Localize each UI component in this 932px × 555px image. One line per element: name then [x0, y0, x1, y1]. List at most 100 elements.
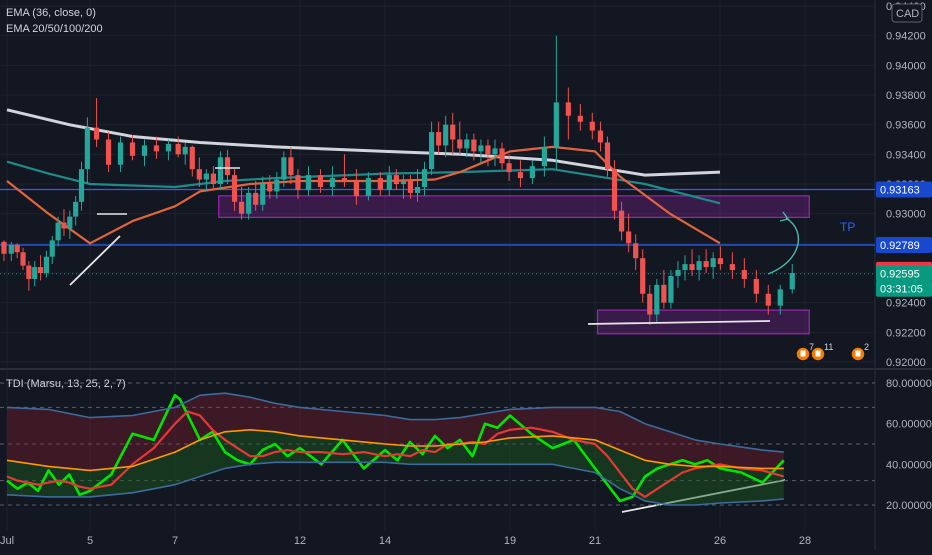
candle[interactable] [32, 261, 38, 287]
trendline-support[interactable] [69, 235, 121, 286]
event-badge[interactable]: 11 [810, 342, 833, 362]
candle-body[interactable] [789, 273, 795, 290]
candle-body[interactable] [633, 243, 639, 259]
event-badge[interactable]: 7 [795, 342, 814, 362]
candle-body[interactable] [353, 181, 360, 196]
candle-body[interactable] [421, 169, 428, 187]
candle[interactable] [253, 181, 259, 211]
candle[interactable] [589, 112, 595, 140]
price-axis[interactable]: 0.944000.942000.940000.938000.936000.934… [886, 1, 932, 512]
candle-body[interactable] [26, 265, 32, 279]
candle-body[interactable] [668, 275, 674, 303]
candle[interactable] [224, 149, 231, 184]
candle-body[interactable] [414, 186, 421, 193]
candle[interactable] [682, 255, 688, 281]
candle[interactable] [78, 161, 85, 211]
candle[interactable] [506, 154, 512, 182]
candle-body[interactable] [741, 270, 747, 279]
candle[interactable] [26, 261, 32, 291]
candle[interactable] [789, 264, 795, 294]
projection-arrow[interactable] [767, 217, 800, 275]
legend-ema-group[interactable]: EMA 20/50/100/200 [6, 23, 103, 35]
candle[interactable] [105, 132, 112, 173]
candle[interactable] [577, 103, 583, 131]
tdi-trendline[interactable] [621, 479, 786, 513]
trend-drawings[interactable]: TP 7 11 2 [69, 167, 869, 513]
candle[interactable] [365, 172, 371, 201]
candle[interactable] [492, 139, 498, 167]
candle-body[interactable] [305, 175, 312, 190]
candle[interactable] [689, 249, 695, 276]
candle[interactable] [37, 255, 44, 281]
candle-body[interactable] [464, 139, 470, 149]
candle-body[interactable] [260, 184, 266, 205]
candle-body[interactable] [589, 121, 595, 131]
candle[interactable] [20, 247, 26, 271]
candle[interactable] [353, 169, 360, 205]
candle[interactable] [267, 175, 273, 199]
currency-box[interactable]: CAD [891, 3, 923, 23]
candle[interactable] [471, 133, 477, 161]
candle-body[interactable] [253, 192, 259, 205]
candle-body[interactable] [689, 264, 695, 271]
candle[interactable] [295, 169, 301, 199]
candle-body[interactable] [246, 192, 252, 214]
legend-tdi[interactable]: TDI (Marsu, 13, 25, 2, 7) [6, 378, 126, 390]
candle[interactable] [661, 270, 667, 309]
candle[interactable] [305, 166, 312, 196]
candle[interactable] [604, 136, 611, 177]
candle-body[interactable] [499, 148, 505, 164]
candle-body[interactable] [93, 127, 100, 140]
candle[interactable] [529, 160, 536, 184]
candle[interactable] [1, 240, 7, 262]
candle[interactable] [175, 136, 181, 158]
candle-body[interactable] [267, 184, 273, 192]
candle-body[interactable] [217, 157, 224, 184]
candle-body[interactable] [61, 222, 67, 229]
candle-body[interactable] [393, 175, 399, 184]
candle-body[interactable] [553, 102, 559, 147]
candle-body[interactable] [189, 146, 195, 170]
candle-body[interactable] [485, 145, 491, 155]
candle[interactable] [777, 284, 783, 315]
candle-body[interactable] [32, 267, 38, 279]
candle-body[interactable] [765, 293, 771, 306]
candle-body[interactable] [1, 241, 7, 254]
candle[interactable] [203, 169, 209, 192]
candle[interactable] [414, 169, 421, 202]
candle-body[interactable] [43, 256, 50, 273]
candle-body[interactable] [165, 143, 172, 152]
candle-body[interactable] [224, 157, 231, 176]
candle-body[interactable] [517, 172, 524, 179]
candle[interactable] [189, 145, 195, 177]
candle[interactable] [14, 243, 20, 259]
candle[interactable] [517, 160, 524, 187]
candle[interactable] [43, 250, 50, 278]
candle[interactable] [407, 175, 414, 199]
candle-body[interactable] [717, 258, 723, 265]
candle-body[interactable] [105, 139, 112, 165]
candle-body[interactable] [317, 175, 324, 187]
candle-body[interactable] [73, 201, 79, 217]
candle-body[interactable] [682, 264, 688, 271]
candle-body[interactable] [182, 146, 188, 155]
candle-body[interactable] [117, 142, 124, 165]
candle-body[interactable] [753, 278, 759, 294]
candle[interactable] [153, 136, 160, 159]
candle[interactable] [485, 139, 491, 167]
candle-body[interactable] [428, 132, 435, 170]
candle[interactable] [703, 249, 709, 273]
candle[interactable] [457, 121, 463, 155]
candle[interactable] [647, 284, 653, 325]
candle-body[interactable] [295, 175, 301, 190]
candle[interactable] [84, 117, 90, 184]
candle[interactable] [654, 278, 660, 324]
candle-body[interactable] [604, 142, 611, 170]
candle-body[interactable] [450, 124, 456, 140]
candle-body[interactable] [78, 169, 85, 202]
candle-body[interactable] [541, 146, 547, 167]
candle-body[interactable] [492, 148, 498, 155]
candle-body[interactable] [341, 178, 348, 182]
candle-body[interactable] [400, 181, 407, 184]
